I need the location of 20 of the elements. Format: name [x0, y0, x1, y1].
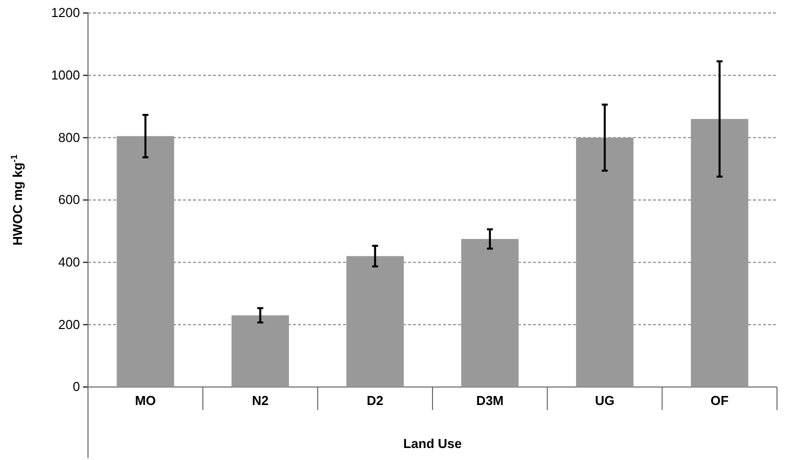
- x-tick-label: D3M: [476, 393, 504, 408]
- bar: [232, 315, 289, 387]
- y-tick-label: 400: [58, 254, 80, 270]
- x-tick-label: MO: [134, 393, 156, 408]
- y-tick-label: 1200: [51, 5, 80, 20]
- y-tick-label: 0: [72, 379, 80, 394]
- x-tick-label: D2: [366, 393, 384, 408]
- bar: [461, 238, 519, 387]
- x-tick-label: UG: [595, 393, 614, 408]
- y-tick-label: 600: [58, 192, 80, 208]
- x-tick-label: N2: [252, 393, 269, 408]
- bar: [116, 136, 174, 387]
- bar: [690, 118, 748, 387]
- x-axis-title: Land Use: [403, 436, 462, 451]
- bar: [346, 256, 404, 387]
- x-tick-label: OF: [710, 393, 729, 408]
- y-tick-label: 800: [58, 130, 80, 145]
- y-tick-label: 1000: [51, 67, 80, 82]
- bar: [576, 138, 634, 387]
- y-tick-label: 200: [58, 316, 80, 332]
